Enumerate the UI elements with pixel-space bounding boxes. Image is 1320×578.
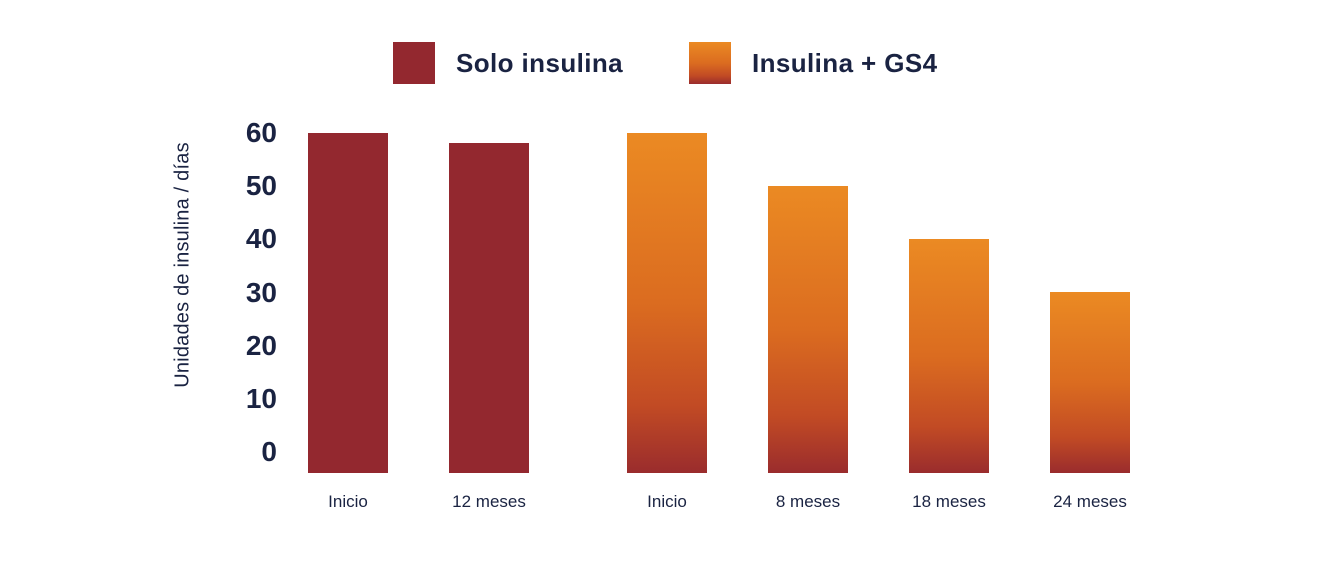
y-tick-label-0: 0 bbox=[261, 436, 277, 468]
bar-solo-insulina-12-meses bbox=[449, 143, 529, 473]
y-tick-label-50: 50 bbox=[245, 170, 277, 202]
y-axis-title: Unidades de insulina / días bbox=[171, 142, 194, 388]
bar-insulina-gs4-8-meses bbox=[768, 186, 848, 473]
y-tick-label-40: 40 bbox=[245, 223, 277, 255]
chart-legend: Solo insulina Insulina + GS4 bbox=[393, 42, 938, 84]
y-tick-label-10: 10 bbox=[245, 383, 277, 414]
x-tick-label-inicio: Inicio bbox=[647, 492, 687, 511]
legend-item-solo-insulina: Solo insulina bbox=[393, 42, 623, 84]
bar-insulina-gs4-18-meses bbox=[909, 239, 989, 473]
legend-item-insulina-gs4: Insulina + GS4 bbox=[689, 42, 938, 84]
x-axis-labels: Inicio 12 meses Inicio 8 meses 18 meses 24 me… bbox=[308, 492, 1130, 516]
bar-insulina-gs4-inicio bbox=[627, 132, 707, 473]
legend-swatch-insulina-gs4 bbox=[689, 42, 731, 84]
x-tick-label-inicio: Inicio bbox=[328, 492, 368, 511]
x-tick-label-24-meses: 24 meses bbox=[1053, 492, 1127, 511]
bar-insulina-gs4-24-meses bbox=[1050, 292, 1130, 473]
y-tick-label-60: 60 bbox=[245, 117, 277, 148]
legend-swatch-solo-insulina bbox=[393, 42, 435, 84]
bar-solo-insulina-inicio bbox=[308, 132, 388, 473]
legend-label-insulina-gs4: Insulina + GS4 bbox=[752, 48, 938, 78]
x-tick-label-18-meses: 18 meses bbox=[912, 492, 986, 511]
x-tick-label-12-meses: 12 meses bbox=[452, 492, 526, 511]
plot-area bbox=[308, 132, 1130, 473]
x-tick-label-8-meses: 8 meses bbox=[775, 492, 841, 511]
y-tick-label-30: 30 bbox=[245, 276, 277, 308]
y-axis-ticks: 60 50 40 30 20 10 0 bbox=[200, 119, 277, 473]
legend-label-solo-insulina: Solo insulina bbox=[456, 48, 623, 78]
y-tick-label-20: 20 bbox=[245, 329, 277, 361]
